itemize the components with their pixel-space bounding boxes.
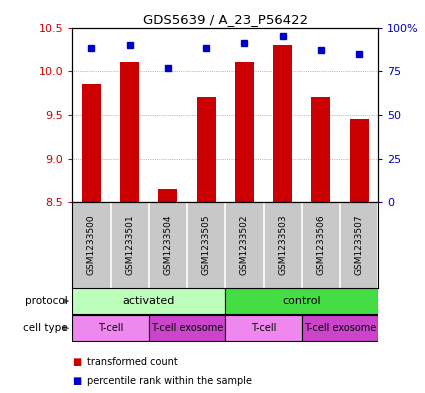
Text: GSM1233504: GSM1233504 — [163, 215, 173, 275]
Bar — [273, 45, 292, 202]
Text: GSM1233506: GSM1233506 — [316, 215, 326, 275]
Text: GSM1233507: GSM1233507 — [354, 215, 364, 275]
Text: transformed count: transformed count — [87, 356, 178, 367]
Bar — [72, 288, 225, 314]
Text: T-cell: T-cell — [98, 323, 123, 333]
Bar — [235, 62, 254, 202]
Bar — [158, 189, 178, 202]
Text: control: control — [283, 296, 321, 306]
Bar — [120, 62, 139, 202]
Text: ■: ■ — [72, 376, 82, 386]
Bar — [225, 288, 378, 314]
Bar — [225, 315, 302, 342]
Text: GSM1233501: GSM1233501 — [125, 215, 134, 275]
Bar — [302, 315, 378, 342]
Text: T-cell: T-cell — [251, 323, 276, 333]
Text: protocol: protocol — [25, 296, 68, 306]
Text: activated: activated — [122, 296, 175, 306]
Title: GDS5639 / A_23_P56422: GDS5639 / A_23_P56422 — [143, 13, 308, 26]
Bar — [149, 315, 225, 342]
Text: GSM1233505: GSM1233505 — [201, 215, 211, 275]
Bar — [82, 84, 101, 202]
Text: T-cell exosome: T-cell exosome — [304, 323, 376, 333]
Text: GSM1233502: GSM1233502 — [240, 215, 249, 275]
Bar — [311, 97, 331, 202]
Text: T-cell exosome: T-cell exosome — [151, 323, 223, 333]
Text: GSM1233500: GSM1233500 — [87, 215, 96, 275]
Text: percentile rank within the sample: percentile rank within the sample — [87, 376, 252, 386]
Text: GSM1233503: GSM1233503 — [278, 215, 287, 275]
Bar — [196, 97, 215, 202]
Text: ■: ■ — [72, 356, 82, 367]
Text: cell type: cell type — [23, 323, 68, 333]
Bar — [349, 119, 368, 202]
Bar — [72, 315, 149, 342]
